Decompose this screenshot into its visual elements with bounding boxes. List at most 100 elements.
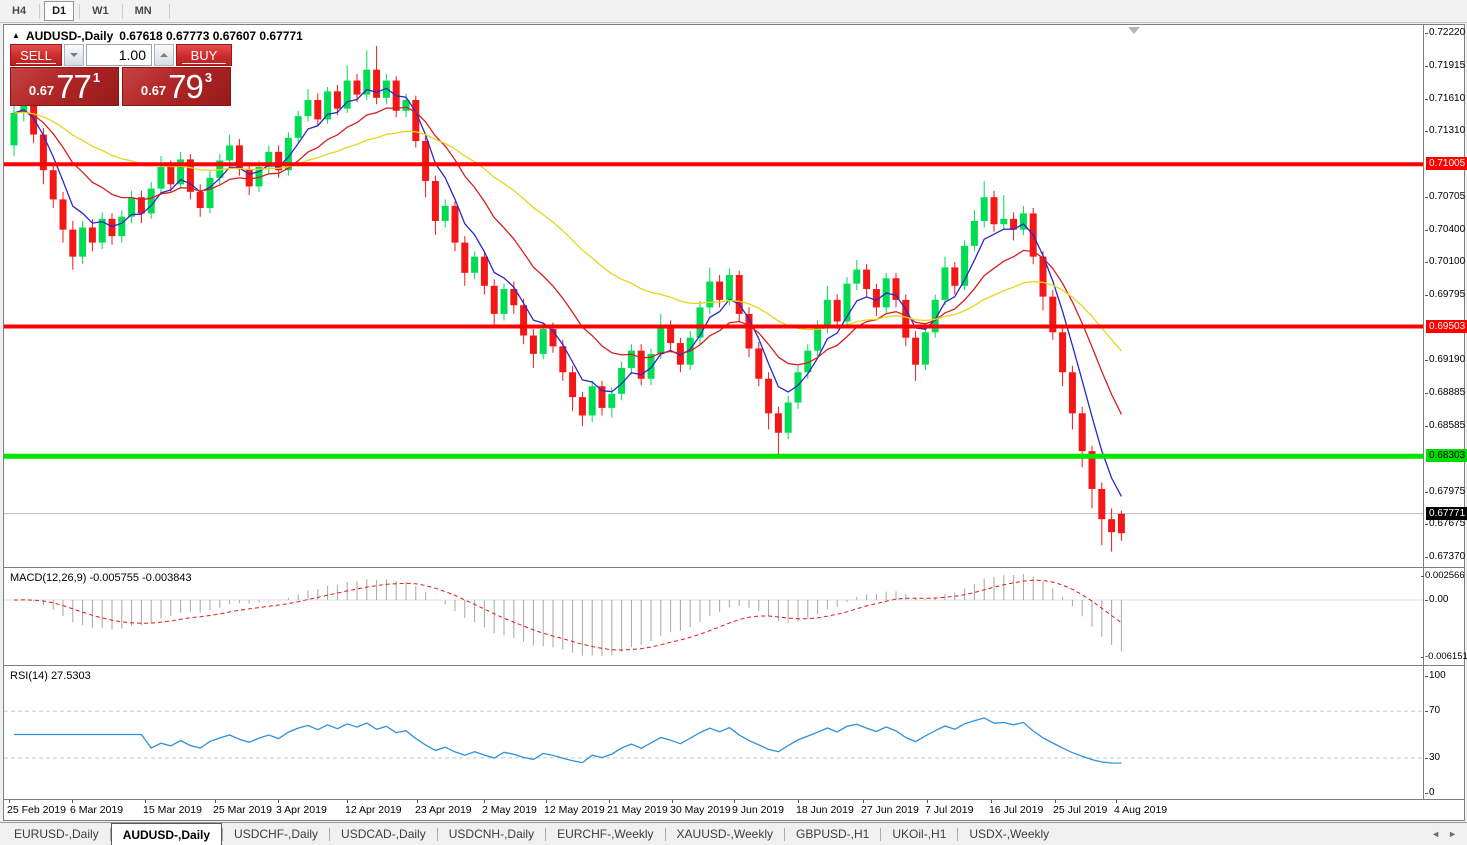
- tab-eurchf-weekly[interactable]: EURCHF-,Weekly: [557, 827, 654, 841]
- date-tick-label: 25 Feb 2019: [7, 804, 66, 816]
- date-tick-label: 7 Jul 2019: [925, 804, 974, 816]
- date-tick-label: 12 May 2019: [544, 804, 605, 816]
- date-tick-mark: [672, 800, 673, 803]
- date-tick-mark: [991, 800, 992, 803]
- date-tick-mark: [546, 800, 547, 803]
- buy-price-pipette: 3: [204, 70, 213, 85]
- tab-usdcnh-daily[interactable]: USDCNH-,Daily: [448, 827, 535, 841]
- tab-separator: [222, 827, 224, 841]
- date-tick-mark: [927, 800, 928, 803]
- timeframe-button-w1[interactable]: W1: [92, 5, 109, 17]
- date-tick-mark: [1055, 800, 1056, 803]
- rsi-indicator-panel: RSI(14) 27.5303: [4, 666, 1423, 798]
- date-tick-mark: [484, 800, 485, 803]
- date-tick-label: 25 Mar 2019: [213, 804, 272, 816]
- ohlc-values: 0.67618 0.67773 0.67607 0.67771: [119, 29, 303, 43]
- tab-scroll-arrows: ◄ ►: [1431, 823, 1467, 845]
- symbol-period-label: AUDUSD-,Daily: [25, 29, 114, 43]
- macd-max-label: 0.002566: [1421, 570, 1465, 581]
- sell-price-pipette: 1: [92, 70, 101, 85]
- tab-eurusd-daily[interactable]: EURUSD-,Daily: [14, 827, 99, 841]
- tab-usdchf-daily[interactable]: USDCHF-,Daily: [234, 827, 319, 841]
- chart-window: ▲ AUDUSD-,Daily 0.67618 0.67773 0.67607 …: [3, 24, 1467, 821]
- tab-usdcad-daily[interactable]: USDCAD-,Daily: [341, 827, 426, 841]
- panel-divider[interactable]: [4, 664, 1464, 666]
- triangle-down-icon: [70, 53, 78, 57]
- date-tick-mark: [609, 800, 610, 803]
- tab-separator: [880, 827, 882, 841]
- triangle-up-icon: [160, 53, 168, 57]
- volume-input[interactable]: [86, 44, 152, 66]
- volume-increase-button[interactable]: [154, 44, 174, 66]
- tab-separator: [784, 827, 785, 841]
- sell-price-main: 77: [56, 68, 92, 105]
- panel-divider: [4, 798, 1464, 800]
- volume-decrease-button[interactable]: [64, 44, 84, 66]
- panel-divider[interactable]: [4, 566, 1464, 568]
- date-tick-mark: [734, 800, 735, 803]
- date-tick-label: 4 Aug 2019: [1114, 804, 1168, 816]
- date-tick-label: 3 Apr 2019: [276, 804, 327, 816]
- rsi-canvas: [4, 710, 1423, 764]
- date-tick-mark: [278, 800, 279, 803]
- price-tick-label: 0.70400: [1424, 223, 1466, 235]
- tab-usdx-weekly[interactable]: USDX-,Weekly: [969, 827, 1050, 841]
- tab-ukoil-h1[interactable]: UKOil-,H1: [892, 827, 947, 841]
- date-axis: 25 Feb 2019 6 Mar 2019 15 Mar 2019 25 Mar 2…: [4, 800, 1464, 820]
- price-line-label: 0.68303: [1426, 449, 1467, 463]
- price-tick-label: 0.71610: [1424, 92, 1466, 104]
- tab-audusd-daily[interactable]: AUDUSD-,Daily: [110, 823, 223, 845]
- price-tick-label: 0.69795: [1424, 289, 1466, 300]
- tab-scroll-right-button[interactable]: ►: [1448, 829, 1457, 839]
- timeframe-toolbar: H4 D1 W1 MN: [0, 0, 1467, 23]
- date-tick-label: 23 Apr 2019: [415, 804, 472, 816]
- date-tick-label: 27 Jun 2019: [861, 804, 919, 816]
- sell-button[interactable]: SELL: [10, 44, 62, 66]
- buy-price-button[interactable]: 0.67 79 3: [122, 67, 231, 106]
- date-tick-label: 2 May 2019: [482, 804, 537, 816]
- toolbar-separator: [79, 3, 81, 19]
- timeframe-button-h4[interactable]: H4: [12, 5, 27, 17]
- toolbar-separator: [168, 3, 170, 19]
- rsi-level-label: 0: [1425, 787, 1435, 798]
- date-tick-mark: [215, 800, 216, 803]
- date-tick-mark: [417, 800, 418, 803]
- date-tick-mark: [798, 800, 799, 803]
- tab-xauusd-weekly[interactable]: XAUUSD-,Weekly: [676, 827, 773, 841]
- price-tick-label: 0.72220: [1424, 27, 1466, 38]
- price-tick-label: 0.71915: [1424, 59, 1466, 71]
- date-tick-label: 6 Mar 2019: [70, 804, 124, 816]
- tab-gbpusd-h1[interactable]: GBPUSD-,H1: [796, 827, 870, 841]
- buy-button[interactable]: BUY: [176, 44, 232, 66]
- price-tick-label: 0.67675: [1424, 518, 1466, 530]
- sell-price-prefix: 0.67: [28, 83, 55, 98]
- date-tick-label: 30 May 2019: [670, 804, 731, 816]
- price-tick-label: 0.68885: [1424, 387, 1466, 399]
- chart-title: ▲ AUDUSD-,Daily 0.67618 0.67773 0.67607 …: [12, 29, 303, 43]
- sell-price-button[interactable]: 0.67 77 1: [10, 67, 119, 106]
- rsi-level-label: 100: [1425, 670, 1446, 681]
- date-tick-mark: [72, 800, 73, 803]
- timeframe-button-d1[interactable]: D1: [44, 1, 75, 21]
- chart-tab-bar: EURUSD-,Daily AUDUSD-,Daily USDCHF-,Daily U…: [0, 822, 1467, 845]
- date-tick-label: 9 Jun 2019: [732, 804, 784, 816]
- price-line-label: 0.67771: [1426, 506, 1467, 520]
- date-tick-label: 12 Apr 2019: [345, 804, 402, 816]
- tab-separator: [436, 827, 438, 841]
- macd-indicator-panel: MACD(12,26,9) -0.005755 -0.003843: [4, 568, 1423, 664]
- date-tick-label: 25 Jul 2019: [1053, 804, 1108, 816]
- tab-separator: [957, 827, 959, 841]
- price-line-label: 0.69503: [1426, 319, 1467, 333]
- buy-price-main: 79: [168, 68, 204, 105]
- date-tick-label: 21 May 2019: [607, 804, 668, 816]
- rsi-level-label: 30: [1424, 751, 1441, 763]
- main-chart-canvas[interactable]: [4, 25, 1423, 566]
- date-tick-mark: [145, 800, 146, 803]
- macd-canvas: [4, 574, 1423, 656]
- tab-separator: [664, 827, 666, 841]
- timeframe-button-mn[interactable]: MN: [134, 5, 152, 17]
- tab-scroll-left-button[interactable]: ◄: [1431, 829, 1441, 839]
- date-tick-mark: [347, 800, 348, 803]
